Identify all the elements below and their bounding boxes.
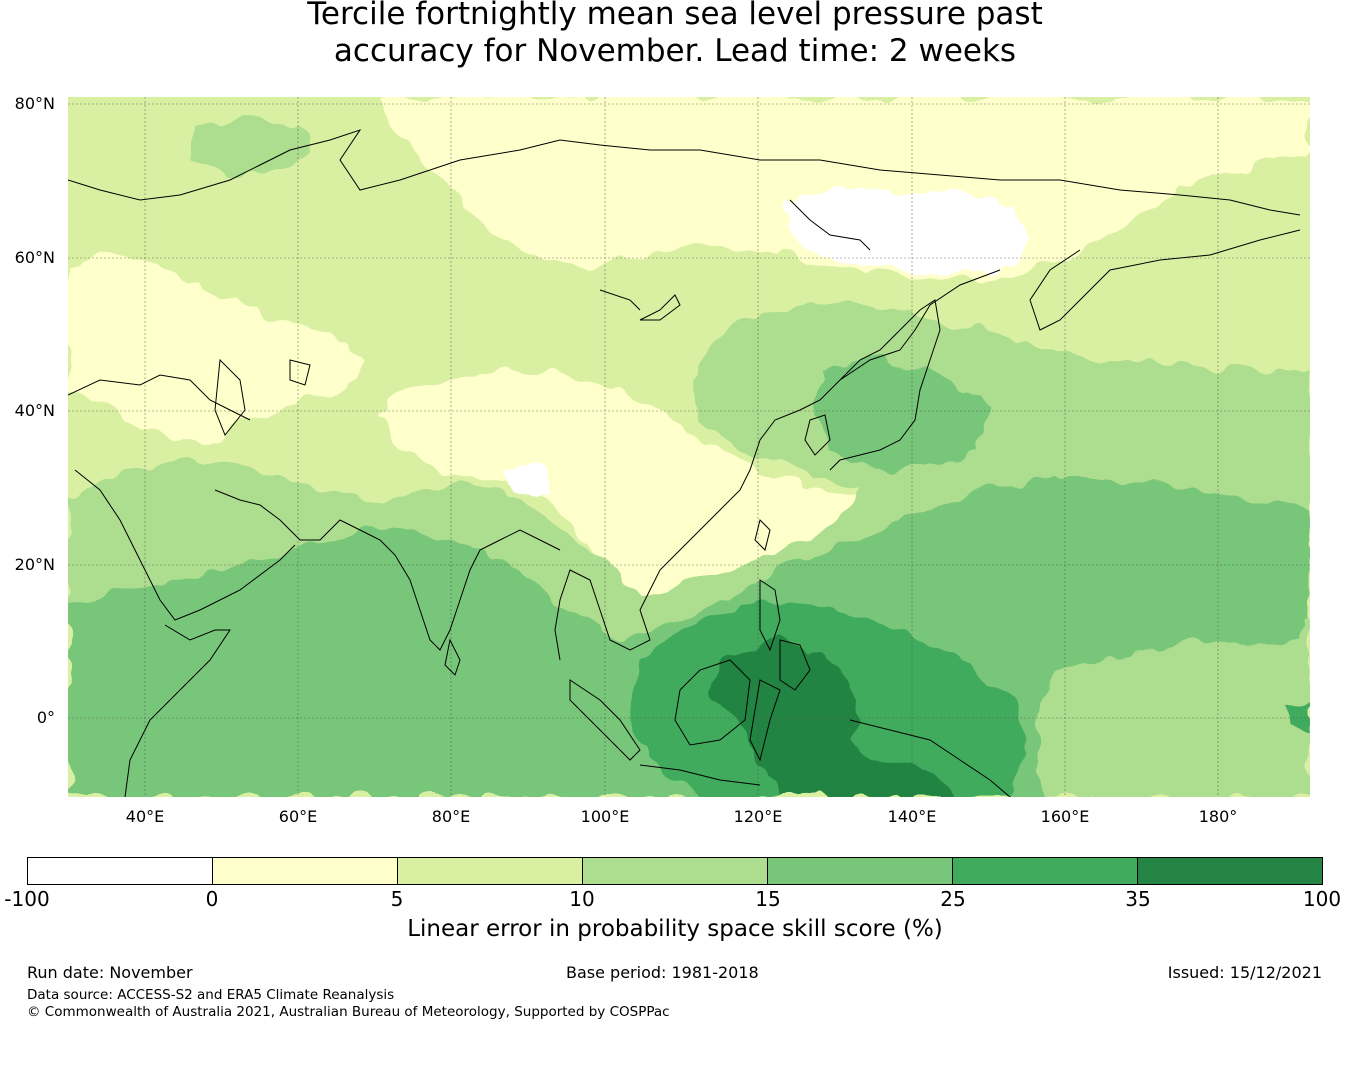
skill-band-neg-tibet (505, 462, 552, 495)
colorbar-segment-25-35 (953, 858, 1138, 884)
lat-label-20n: 20°N (14, 555, 55, 574)
graticule (68, 97, 1310, 797)
lon-label-140e: 140°E (887, 807, 937, 826)
colorbar-segment-neg100-0 (28, 858, 213, 884)
lon-label-180: 180° (1198, 807, 1238, 826)
colorbar-tick-neg100: -100 (4, 887, 50, 911)
copyright: © Commonwealth of Australia 2021, Austra… (27, 1004, 670, 1020)
skill-band-25-35-east (1290, 700, 1310, 730)
skill-band-0-5-central (380, 370, 860, 620)
issued-date: Issued: 15/12/2021 (1167, 963, 1322, 982)
skill-band-35-100 (710, 640, 960, 797)
skill-band-15-25-southpacific (1150, 555, 1310, 650)
skill-band-10-15-north (190, 115, 310, 175)
skill-band-0-5-west (68, 250, 360, 440)
colorbar-tick-100: 100 (1302, 887, 1342, 911)
colorbar-tick-35: 35 (1125, 887, 1151, 911)
lat-label-0: 0° (36, 708, 55, 727)
colorbar-segment-35-100 (1138, 858, 1322, 884)
lon-label-120e: 120°E (733, 807, 783, 826)
base-period: Base period: 1981-2018 (566, 963, 759, 982)
lon-label-80e: 80°E (431, 807, 471, 826)
coastlines (68, 129, 1301, 797)
skill-band-15-25-japan (815, 360, 990, 470)
lon-label-160e: 160°E (1040, 807, 1090, 826)
lon-label-40e: 40°E (125, 807, 165, 826)
data-source: Data source: ACCESS-S2 and ERA5 Climate … (27, 987, 395, 1003)
lat-label-60n: 60°N (14, 248, 55, 267)
colorbar-segment-5-10 (398, 858, 583, 884)
map-title: Tercile fortnightly mean sea level press… (0, 0, 1350, 70)
colorbar (27, 857, 1323, 885)
skill-score-map (68, 97, 1310, 797)
colorbar-segment-15-25 (768, 858, 953, 884)
colorbar-tick-15: 15 (755, 887, 781, 911)
colorbar-label: Linear error in probability space skill … (407, 916, 943, 942)
colorbar-tick-10: 10 (569, 887, 595, 911)
colorbar-tick-5: 5 (390, 887, 404, 911)
map-title-line-1: Tercile fortnightly mean sea level press… (307, 0, 1043, 32)
lat-label-40n: 40°N (14, 401, 55, 420)
colorbar-segment-0-5 (213, 858, 398, 884)
colorbar-tick-25: 25 (940, 887, 966, 911)
lon-label-60e: 60°E (278, 807, 318, 826)
colorbar-segment-10-15 (583, 858, 768, 884)
map-title-line-2: accuracy for November. Lead time: 2 week… (333, 33, 1017, 69)
lat-label-80n: 80°N (14, 94, 55, 113)
run-date: Run date: November (27, 963, 193, 982)
lon-label-100e: 100°E (580, 807, 630, 826)
colorbar-tick-0: 0 (205, 887, 219, 911)
skill-band-neg-siberia (785, 185, 1030, 272)
